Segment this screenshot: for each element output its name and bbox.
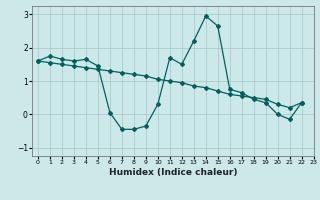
X-axis label: Humidex (Indice chaleur): Humidex (Indice chaleur) [108, 168, 237, 177]
